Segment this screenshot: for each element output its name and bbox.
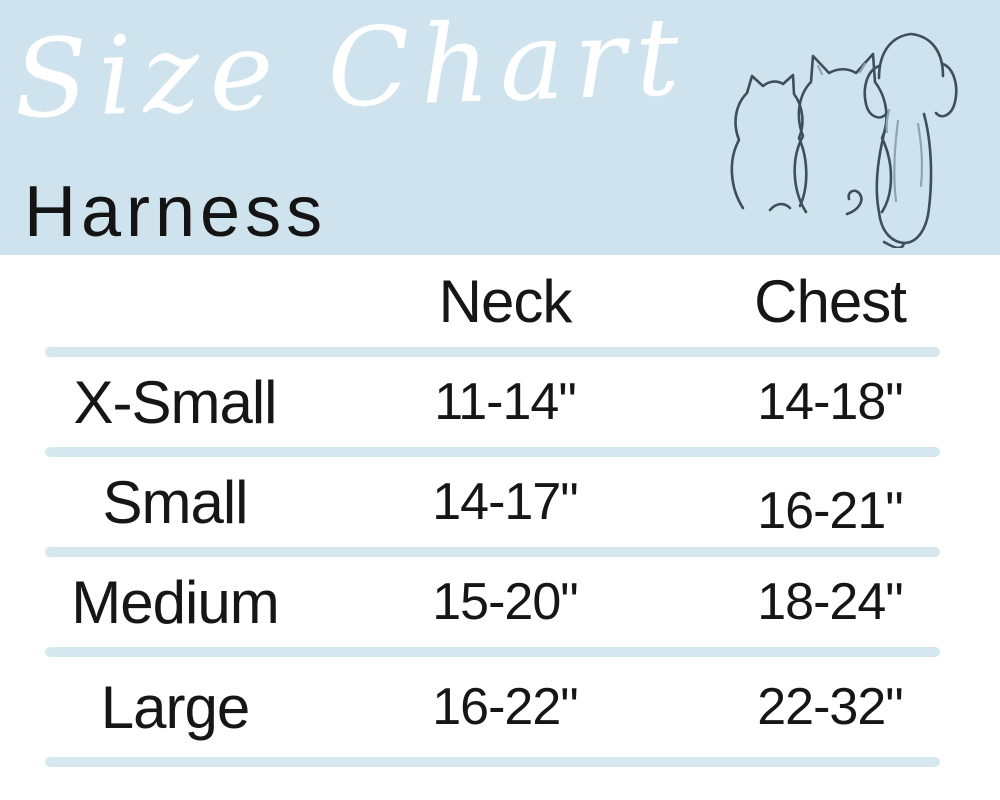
neck-value: 15-20" xyxy=(432,573,578,631)
divider xyxy=(45,547,940,557)
size-table: Neck Chest X-Small 11-14" 14-18" Small 1… xyxy=(0,255,1000,767)
neck-value: 11-14" xyxy=(434,373,577,431)
table-header-row: Neck Chest xyxy=(0,255,1000,347)
divider xyxy=(45,347,940,357)
table-row-small: Small 14-17" 16-21" xyxy=(0,457,1000,547)
chest-value: 18-24" xyxy=(757,573,903,631)
size-label: Medium xyxy=(71,568,279,636)
divider xyxy=(45,447,940,457)
size-label: X-Small xyxy=(73,368,277,436)
cats-and-dog-line-art-icon xyxy=(730,32,958,248)
chest-value: 14-18" xyxy=(757,373,903,431)
divider xyxy=(45,757,940,767)
chest-value: 22-32" xyxy=(757,678,903,736)
size-label: Large xyxy=(100,673,250,741)
size-label: Small xyxy=(102,468,248,536)
table-row-xsmall: X-Small 11-14" 14-18" xyxy=(0,357,1000,447)
script-title: Size Chart xyxy=(11,0,692,143)
page-title: Harness xyxy=(24,172,328,252)
neck-value: 14-17" xyxy=(432,473,578,531)
divider xyxy=(45,647,940,657)
column-header-neck: Neck xyxy=(438,267,573,335)
chest-value: 16-21" xyxy=(757,482,903,540)
header-banner: Size Chart Harness xyxy=(0,0,1000,255)
table-row-medium: Medium 15-20" 18-24" xyxy=(0,557,1000,647)
column-header-chest: Chest xyxy=(754,267,907,335)
neck-value: 16-22" xyxy=(432,678,578,736)
table-row-large: Large 16-22" 22-32" xyxy=(0,657,1000,757)
